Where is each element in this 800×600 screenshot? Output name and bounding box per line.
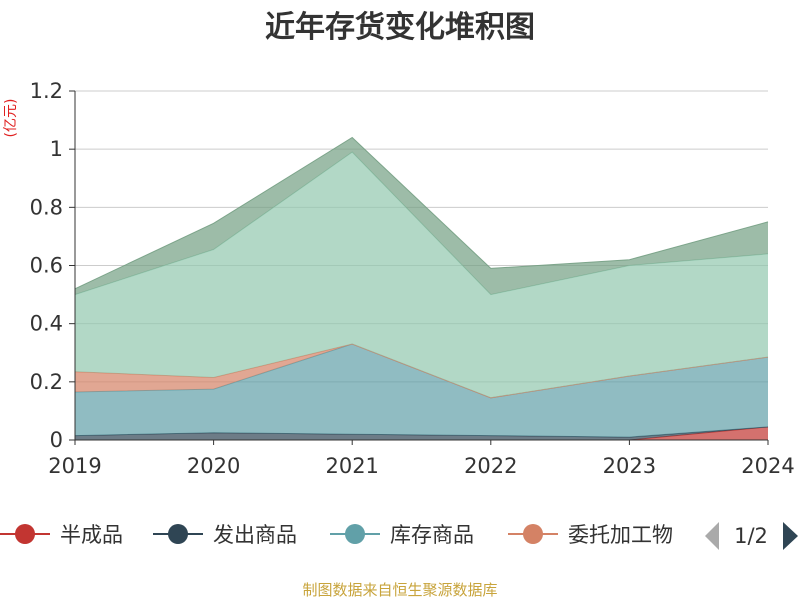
legend-item[interactable]: 发出商品 bbox=[153, 523, 297, 547]
legend-item[interactable]: 委托加工物 bbox=[508, 523, 673, 547]
triangle-left-icon[interactable] bbox=[705, 522, 719, 550]
legend[interactable]: 半成品 发出商品 库存商品 委托加工物 bbox=[0, 523, 673, 547]
legend-label: 委托加工物 bbox=[568, 523, 673, 547]
legend-page-indicator: 1/2 bbox=[734, 524, 768, 548]
x-tick-label: 2021 bbox=[325, 454, 378, 478]
data-source-note: 制图数据来自恒生聚源数据库 bbox=[302, 581, 497, 599]
legend-marker bbox=[523, 524, 543, 544]
y-tick-label: 0.8 bbox=[30, 195, 63, 219]
series-area-0 bbox=[75, 426, 768, 440]
legend-label: 库存商品 bbox=[390, 523, 474, 547]
y-tick-label: 0 bbox=[50, 428, 63, 452]
series-area-5 bbox=[75, 137, 768, 295]
y-tick-label: 0.6 bbox=[30, 254, 63, 278]
legend-label: 发出商品 bbox=[213, 523, 297, 547]
legend-marker bbox=[15, 524, 35, 544]
series-line-5 bbox=[74, 136, 769, 290]
series-area-2 bbox=[75, 344, 768, 438]
legend-marker bbox=[168, 524, 188, 544]
series-areas bbox=[74, 136, 769, 441]
legend-item[interactable]: 库存商品 bbox=[330, 523, 474, 547]
x-tick-labels: 2019 2020 2021 2022 2023 2024 bbox=[48, 440, 795, 478]
triangle-right-icon[interactable] bbox=[783, 522, 798, 550]
y-tick-label: 1 bbox=[50, 137, 63, 161]
y-axis-unit: (亿元) bbox=[3, 99, 19, 138]
legend-pager: 1/2 bbox=[705, 522, 798, 550]
y-tick-label: 0.4 bbox=[30, 312, 63, 336]
x-tick-label: 2023 bbox=[603, 454, 656, 478]
y-tick-label: 1.2 bbox=[30, 79, 63, 103]
x-tick-label: 2024 bbox=[741, 454, 794, 478]
x-tick-label: 2022 bbox=[464, 454, 517, 478]
y-tick-label: 0.2 bbox=[30, 370, 63, 394]
x-tick-label: 2020 bbox=[187, 454, 240, 478]
legend-marker bbox=[345, 524, 365, 544]
legend-label: 半成品 bbox=[60, 523, 123, 547]
legend-item[interactable]: 半成品 bbox=[0, 523, 123, 547]
chart-title: 近年存货变化堆积图 bbox=[265, 10, 535, 45]
x-tick-label: 2019 bbox=[48, 454, 101, 478]
series-area-4 bbox=[75, 152, 768, 398]
y-tick-labels: 0 0.2 0.4 0.6 0.8 1 1.2 bbox=[30, 79, 75, 452]
